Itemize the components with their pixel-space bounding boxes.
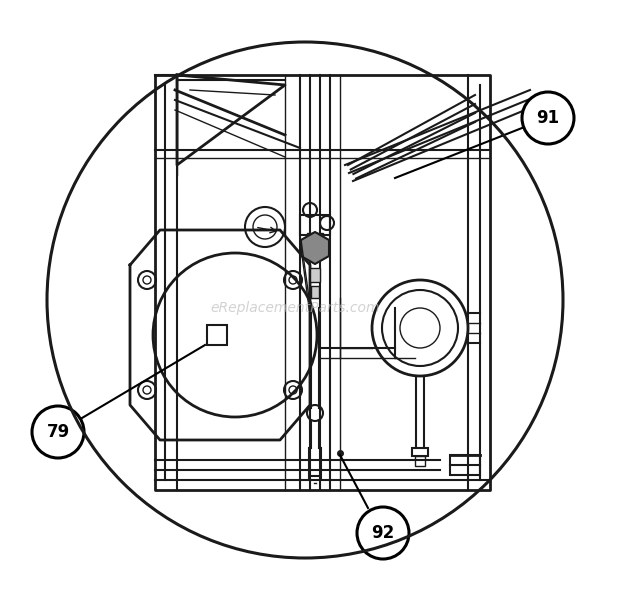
- Circle shape: [32, 406, 84, 458]
- Circle shape: [522, 92, 574, 144]
- Bar: [207, 325, 227, 345]
- Bar: [311, 286, 319, 298]
- Bar: [300, 215, 330, 235]
- Text: eReplacementParts.com: eReplacementParts.com: [210, 301, 379, 315]
- Text: 91: 91: [536, 109, 560, 127]
- Circle shape: [357, 507, 409, 559]
- Bar: [450, 455, 480, 475]
- Text: 79: 79: [46, 423, 69, 441]
- Text: 92: 92: [371, 524, 394, 542]
- Bar: [412, 448, 428, 456]
- Polygon shape: [301, 232, 329, 264]
- Bar: [415, 456, 425, 466]
- Bar: [310, 268, 320, 282]
- Bar: [307, 233, 323, 247]
